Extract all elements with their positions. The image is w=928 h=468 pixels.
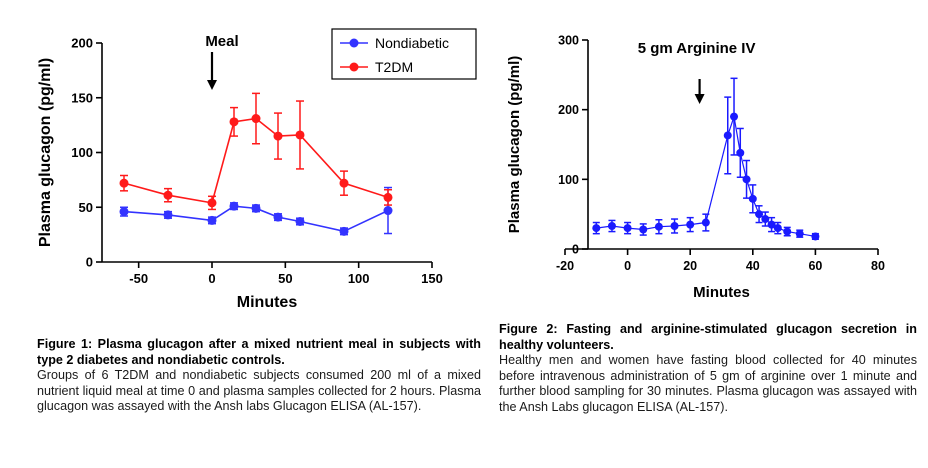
figure-2-caption-title: Figure 2: Fasting and arginine-stimulate… xyxy=(499,322,917,352)
data-point xyxy=(229,117,239,127)
data-point xyxy=(119,178,129,188)
legend-label: Nondiabetic xyxy=(375,35,449,51)
data-point xyxy=(592,224,601,233)
figure-2-caption-body: Healthy men and women have fasting blood… xyxy=(499,353,917,414)
arginine-chart-y-tick-label: 200 xyxy=(558,103,579,117)
data-point xyxy=(339,226,349,236)
data-point xyxy=(730,112,739,121)
meal-chart-x-tick-label: 150 xyxy=(421,271,443,286)
meal-chart-y-axis-label: Plasma glucagon (pg/ml) xyxy=(37,58,54,247)
data-point xyxy=(207,215,217,225)
arginine-chart-x-tick-label: 40 xyxy=(746,259,760,273)
data-point xyxy=(607,222,616,231)
data-point xyxy=(742,175,751,184)
series-line xyxy=(596,116,816,238)
arginine-chart-y-tick-label: 300 xyxy=(558,34,579,48)
data-point xyxy=(251,203,261,213)
meal-chart-x-axis-label: Minutes xyxy=(237,294,298,311)
arginine-chart: 0 100 200 300 -20 0 20 40 60 80 Minutes Plasma gluc… xyxy=(506,34,885,302)
data-point xyxy=(273,212,283,222)
data-point xyxy=(273,131,283,141)
data-point xyxy=(339,178,349,188)
data-point xyxy=(623,224,632,233)
arginine-chart-series-0 xyxy=(592,77,820,241)
data-point xyxy=(251,114,261,124)
data-point xyxy=(229,201,239,211)
data-point xyxy=(163,190,173,200)
figure-1-caption-body: Groups of 6 T2DM and nondiabetic subject… xyxy=(37,368,481,413)
arginine-chart-x-tick-label: 60 xyxy=(808,259,822,273)
meal-chart-y-tick-label: 200 xyxy=(71,36,93,51)
meal-chart-y-tick-label: 0 xyxy=(86,255,93,270)
data-point xyxy=(783,227,792,236)
data-point xyxy=(811,232,820,241)
meal-chart-y-tick-label: 150 xyxy=(71,90,93,105)
data-point xyxy=(295,216,305,226)
series-line xyxy=(123,117,389,204)
arginine-chart-x-axis-label: Minutes xyxy=(693,284,750,301)
arginine-chart-annotation-arrow-head xyxy=(694,94,705,104)
data-point xyxy=(748,194,757,203)
arginine-chart-y-axis-label: Plasma glucagon (pg/ml) xyxy=(506,56,523,234)
data-point xyxy=(163,210,173,220)
meal-chart-annotation: Meal xyxy=(205,33,238,50)
data-point xyxy=(119,207,129,217)
arginine-chart-y-tick-label: 0 xyxy=(572,243,579,257)
data-point xyxy=(654,222,663,231)
figure-2-caption: Figure 2: Fasting and arginine-stimulate… xyxy=(499,322,917,415)
arginine-chart-x-tick-label: 20 xyxy=(683,259,697,273)
meal-chart-annotation-arrow-head xyxy=(207,80,217,90)
legend-box xyxy=(331,28,477,80)
legend-marker xyxy=(349,38,359,48)
legend-label: T2DM xyxy=(375,59,413,75)
data-point xyxy=(639,225,648,234)
data-point xyxy=(755,210,764,219)
arginine-chart-x-tick-label: 80 xyxy=(871,259,885,273)
data-point xyxy=(795,229,804,238)
meal-chart-y-tick-label: 50 xyxy=(79,200,93,215)
figure-1-caption-title: Figure 1: Plasma glucagon after a mixed … xyxy=(37,337,481,367)
data-point xyxy=(761,215,770,224)
arginine-chart-x-tick-label: 0 xyxy=(624,259,631,273)
meal-chart-x-tick-label: -50 xyxy=(129,271,148,286)
data-point xyxy=(670,222,679,231)
legend-marker xyxy=(349,62,359,72)
meal-chart: 0 50 100 150 200 -50 0 50 100 150 Minutes Plasma gl… xyxy=(37,28,477,311)
meal-chart-series-t2dm xyxy=(119,92,393,211)
arginine-chart-annotation: 5 gm Arginine IV xyxy=(638,40,756,57)
meal-chart-legend: Nondiabetic T2DM xyxy=(331,28,477,80)
data-point xyxy=(767,220,776,229)
data-point xyxy=(686,220,695,229)
meal-chart-x-tick-label: 50 xyxy=(278,271,292,286)
meal-chart-series-nondiabetic xyxy=(119,186,393,236)
meal-chart-y-tick-label: 100 xyxy=(71,145,93,160)
data-point xyxy=(295,130,305,140)
data-point xyxy=(736,148,745,157)
data-point xyxy=(723,131,732,140)
data-point xyxy=(207,198,217,208)
series-line xyxy=(123,205,389,233)
data-point xyxy=(383,206,393,216)
data-point xyxy=(773,224,782,233)
arginine-chart-x-tick-label: -20 xyxy=(556,259,574,273)
meal-chart-x-tick-label: 0 xyxy=(208,271,215,286)
data-point xyxy=(701,218,710,227)
data-point xyxy=(383,192,393,202)
arginine-chart-y-tick-label: 100 xyxy=(558,173,579,187)
meal-chart-x-tick-label: 100 xyxy=(348,271,370,286)
figure-1-caption: Figure 1: Plasma glucagon after a mixed … xyxy=(37,337,481,415)
